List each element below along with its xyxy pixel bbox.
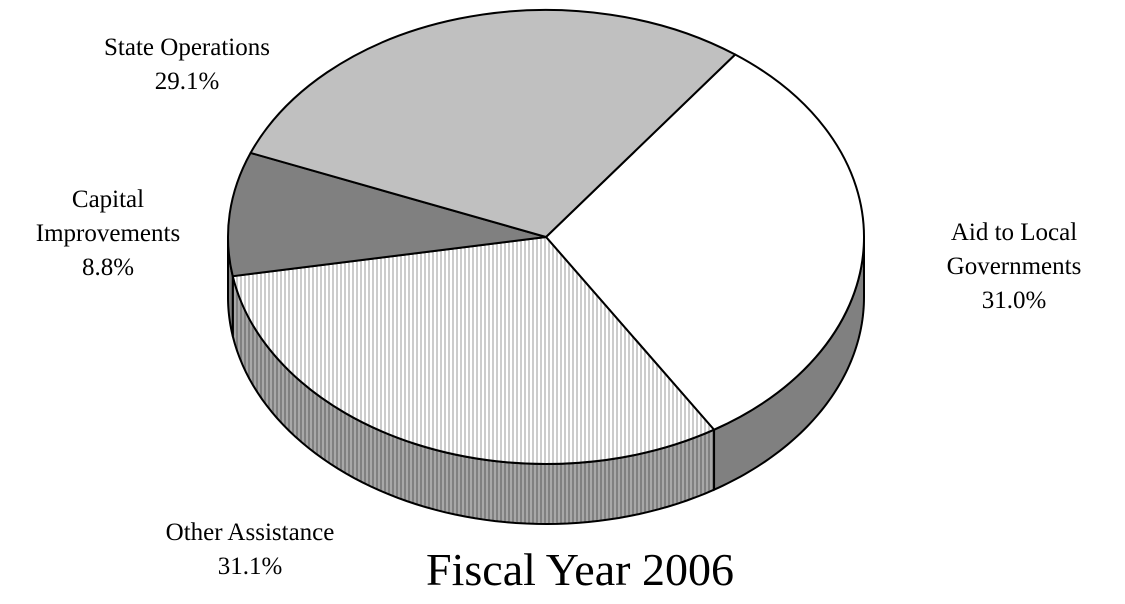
slice-label-aid-to-local-governments: Aid to Local Governments 31.0% xyxy=(914,216,1114,318)
slice-name-other-assistance: Other Assistance xyxy=(165,519,335,546)
slice-value-other-assistance: 31.1% xyxy=(217,553,283,580)
slice-name-capital-improvements-line2: Improvements xyxy=(35,220,181,247)
slice-other xyxy=(231,236,716,466)
slice-value-capital-improvements: 8.8% xyxy=(81,254,135,281)
slice-label-state-operations: State Operations 29.1% xyxy=(62,31,312,99)
slice-capital xyxy=(227,151,547,278)
slice-state xyxy=(249,8,737,238)
slice-name-state-operations: State Operations xyxy=(104,34,270,61)
slice-label-other-assistance: Other Assistance 31.1% xyxy=(122,516,378,584)
chart-title: Fiscal Year 2006 xyxy=(426,544,734,595)
slice-value-state-operations: 29.1% xyxy=(154,68,220,95)
slice-name-aid-line2: Governments xyxy=(946,253,1082,280)
slice-aid xyxy=(545,53,865,431)
slice-name-capital-improvements-line1: Capital xyxy=(71,186,145,213)
slice-label-capital-improvements: Capital Improvements 8.8% xyxy=(0,183,216,285)
slice-value-aid: 31.0% xyxy=(981,287,1047,314)
slice-name-aid-line1: Aid to Local xyxy=(950,219,1078,246)
pie-slices xyxy=(227,8,865,466)
